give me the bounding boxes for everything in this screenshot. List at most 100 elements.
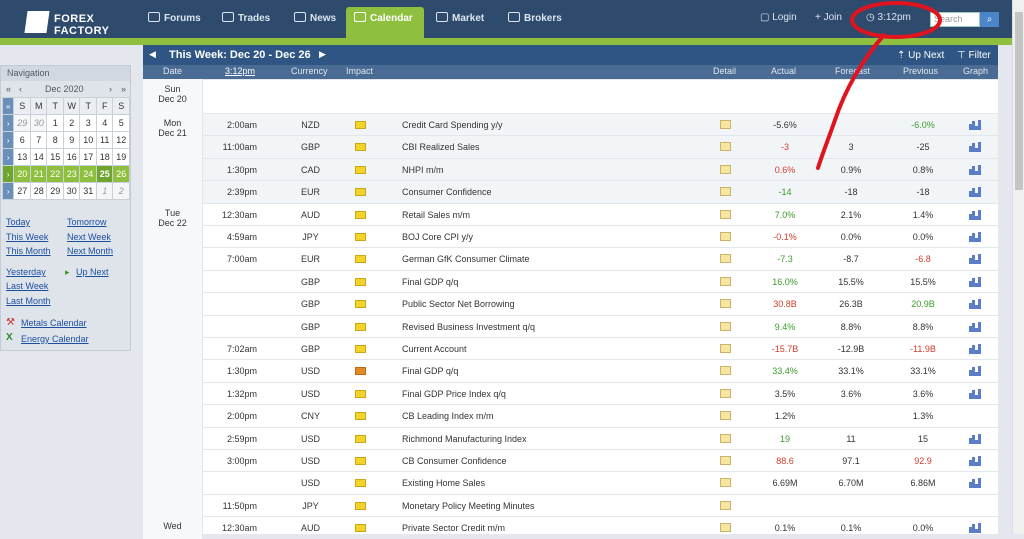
calendar-day[interactable]: 9 <box>62 131 81 149</box>
detail-folder-icon[interactable] <box>720 523 731 533</box>
next-week-button[interactable]: ▶ <box>319 49 326 59</box>
bar-graph-icon[interactable] <box>969 164 981 175</box>
tab-market[interactable]: Market <box>428 7 494 31</box>
link-up-next[interactable]: Up Next <box>76 267 109 277</box>
detail-folder-icon[interactable] <box>720 366 731 376</box>
week-selector[interactable]: › <box>1 182 15 200</box>
calendar-day[interactable]: 15 <box>46 148 64 166</box>
calendar-day[interactable]: 16 <box>62 148 81 166</box>
detail-folder-icon[interactable] <box>720 276 731 286</box>
table-row[interactable]: 11:00am GBP CBI Realized Sales -3 3 -25 <box>143 135 998 158</box>
calendar-day[interactable]: 30 <box>62 182 81 200</box>
calendar-day[interactable]: 21 <box>29 165 48 183</box>
link-next-week[interactable]: Next Week <box>67 232 111 242</box>
filter-button[interactable]: ⊤ Filter <box>957 50 991 61</box>
table-row[interactable]: 1:30pm USD Final GDP q/q 33.4% 33.1% 33.1% <box>143 359 998 381</box>
link-last-month[interactable]: Last Month <box>6 296 51 306</box>
calendar-day[interactable]: 1 <box>95 182 114 200</box>
link-last-week[interactable]: Last Week <box>6 281 49 291</box>
bar-graph-icon[interactable] <box>969 232 981 242</box>
bar-graph-icon[interactable] <box>969 187 981 198</box>
calendar-day[interactable]: 6 <box>13 131 31 149</box>
prev-year-button[interactable]: « <box>6 84 12 94</box>
calendar-day[interactable]: 17 <box>79 148 97 166</box>
page-scrollbar[interactable] <box>1012 0 1024 534</box>
search-icon[interactable]: ⌕ <box>980 12 999 27</box>
bar-graph-icon[interactable] <box>969 478 981 489</box>
link-yesterday[interactable]: Yesterday <box>6 267 46 277</box>
link-next-month[interactable]: Next Month <box>67 246 114 256</box>
table-row[interactable]: GBP Public Sector Net Borrowing 30.8B 26.3B… <box>143 292 998 314</box>
table-row[interactable]: 7:02am GBP Current Account -15.7B -12.9B -11.… <box>143 337 998 359</box>
calendar-day[interactable]: 24 <box>79 165 97 183</box>
detail-folder-icon[interactable] <box>720 344 731 353</box>
search-input[interactable]: Search <box>930 12 980 27</box>
table-row[interactable]: USD Existing Home Sales 6.69M 6.70M 6.86M <box>143 471 998 493</box>
detail-folder-icon[interactable] <box>720 232 731 241</box>
bar-graph-icon[interactable] <box>969 321 981 332</box>
calendar-day[interactable]: 29 <box>46 182 64 200</box>
detail-folder-icon[interactable] <box>720 411 731 421</box>
calendar-day[interactable]: 5 <box>112 114 130 132</box>
table-row[interactable]: 11:50pm JPY Monetary Policy Meeting Minute… <box>143 493 998 516</box>
login-link[interactable]: ▢ Login <box>760 12 797 23</box>
bar-graph-icon[interactable] <box>969 209 981 220</box>
bar-graph-icon[interactable] <box>969 388 981 399</box>
prev-month-button[interactable]: ‹ <box>19 84 22 94</box>
detail-folder-icon[interactable] <box>720 299 731 309</box>
prev-week-button[interactable]: ◀ <box>149 49 156 59</box>
calendar-day[interactable]: 18 <box>95 148 114 166</box>
link-today[interactable]: Today <box>6 217 31 227</box>
week-selector[interactable]: › <box>1 114 15 132</box>
tab-trades[interactable]: Trades <box>214 7 284 31</box>
detail-folder-icon[interactable] <box>720 500 731 510</box>
calendar-day[interactable]: 1 <box>46 114 64 132</box>
calendar-day[interactable]: 27 <box>13 182 31 200</box>
link-tomorrow[interactable]: Tomorrow <box>67 217 107 227</box>
table-row[interactable]: GBP Final GDP q/q 16.0% 15.5% 15.5% <box>143 269 998 292</box>
calendar-day[interactable]: 23 <box>62 165 81 183</box>
table-row[interactable] <box>143 79 998 113</box>
calendar-day[interactable]: 3 <box>79 114 97 132</box>
table-row[interactable]: 4:59am JPY BOJ Core CPI y/y -0.1% 0.0% 0.0% <box>143 225 998 247</box>
bar-graph-icon[interactable] <box>969 120 981 130</box>
week-selector[interactable]: › <box>1 131 15 149</box>
link-metals-calendar[interactable]: Metals Calendar <box>21 318 87 328</box>
calendar-day[interactable]: 30 <box>29 114 48 132</box>
col-time[interactable]: 3:12pm <box>225 66 256 76</box>
next-month-button[interactable]: › <box>109 84 112 94</box>
calendar-day-today[interactable]: 25 <box>95 165 114 183</box>
table-row[interactable]: 12:30am AUD Private Sector Credit m/m 0.1% 0… <box>143 516 998 538</box>
tab-news[interactable]: News <box>286 7 344 31</box>
forex-factory-logo[interactable]: FOREX FACTORY <box>22 6 134 40</box>
bar-graph-icon[interactable] <box>969 366 981 377</box>
calendar-day[interactable]: 14 <box>29 148 48 166</box>
table-row[interactable]: 1:32pm USD Final GDP Price Index q/q 3.5% 3.… <box>143 381 998 404</box>
calendar-day[interactable]: 31 <box>79 182 97 200</box>
bar-graph-icon[interactable] <box>969 523 981 534</box>
detail-folder-icon[interactable] <box>720 254 731 264</box>
bar-graph-icon[interactable] <box>969 433 981 444</box>
bar-graph-icon[interactable] <box>969 276 981 287</box>
calendar-day[interactable]: 19 <box>112 148 130 166</box>
detail-folder-icon[interactable] <box>720 209 731 219</box>
detail-folder-icon[interactable] <box>720 120 731 129</box>
detail-folder-icon[interactable] <box>720 433 731 443</box>
bar-graph-icon[interactable] <box>969 254 981 265</box>
up-next-button[interactable]: ⇡ Up Next <box>897 50 945 61</box>
detail-folder-icon[interactable] <box>720 142 731 152</box>
next-year-button[interactable]: » <box>121 84 127 94</box>
calendar-day[interactable]: 20 <box>13 165 31 183</box>
bar-graph-icon[interactable] <box>969 456 981 466</box>
calendar-day[interactable]: 13 <box>13 148 31 166</box>
detail-folder-icon[interactable] <box>720 388 731 398</box>
table-row[interactable]: 2:59pm USD Richmond Manufacturing Index 19 1… <box>143 426 998 449</box>
table-row[interactable]: 7:00am EUR German GfK Consumer Climate -7.3… <box>143 247 998 269</box>
table-row[interactable]: 1:30pm CAD NHPI m/m 0.6% 0.9% 0.8% <box>143 157 998 181</box>
detail-folder-icon[interactable] <box>720 321 731 331</box>
calendar-day[interactable]: 2 <box>62 114 81 132</box>
calendar-day[interactable]: 22 <box>46 165 64 183</box>
link-energy-calendar[interactable]: Energy Calendar <box>21 334 89 344</box>
calendar-day[interactable]: 2 <box>112 182 130 200</box>
bar-graph-icon[interactable] <box>969 142 981 153</box>
